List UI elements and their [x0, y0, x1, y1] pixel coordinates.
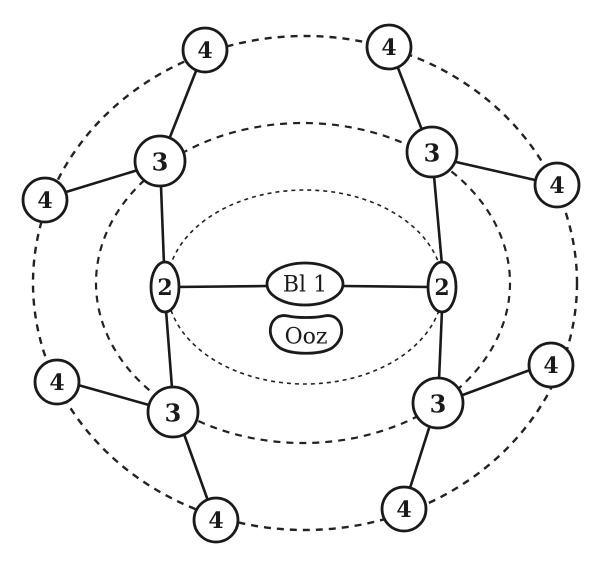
node-4-right-upper: 4: [533, 161, 581, 209]
edge-2R-3UR: [432, 174, 444, 267]
svg-text:4: 4: [197, 38, 212, 64]
node-2-left: 2: [149, 260, 181, 314]
svg-text:2: 2: [157, 275, 172, 301]
edge-2L-3UL: [159, 184, 166, 267]
edge-3LR-4RL: [458, 368, 532, 398]
edge-3LL-4BL: [182, 432, 209, 500]
center-node-bl: Bl 1: [265, 261, 345, 307]
svg-text:3: 3: [430, 390, 447, 419]
edge-2L-3LL: [164, 308, 174, 390]
svg-text:4: 4: [543, 353, 558, 379]
svg-text:4: 4: [549, 173, 564, 199]
svg-text:4: 4: [49, 370, 64, 396]
node-3-lower-right: 3: [411, 376, 465, 430]
svg-text:3: 3: [152, 148, 169, 177]
node-3-upper-left: 3: [133, 134, 187, 188]
node-4-right-lower: 4: [527, 341, 575, 389]
edge-3LR-4BR: [408, 423, 432, 490]
node-4-bottom-right: 4: [380, 485, 428, 533]
edge-2R-3LR: [437, 308, 444, 382]
svg-text:4: 4: [208, 508, 223, 534]
node-3-upper-right: 3: [405, 125, 459, 179]
svg-text:4: 4: [396, 497, 411, 523]
svg-text:4: 4: [37, 188, 52, 214]
edge-3UR-4RU: [454, 160, 537, 182]
svg-text:3: 3: [165, 399, 182, 428]
node-4-bottom-left: 4: [192, 496, 240, 544]
node-4-left-lower: 4: [33, 358, 81, 406]
edge-3LL-4LL: [76, 383, 151, 407]
node-4-left-upper: 4: [21, 176, 69, 224]
node-2-right: 2: [426, 260, 458, 314]
edge-3UR-4TR: [396, 66, 424, 132]
edge-center-2R: [340, 284, 432, 289]
svg-text:2: 2: [434, 275, 449, 301]
outer-ring: [31, 34, 579, 532]
center-bottom-label: Ooz: [285, 325, 328, 350]
middle-ring: [94, 121, 512, 445]
svg-text:4: 4: [381, 35, 396, 61]
edge-2L-center: [172, 284, 270, 289]
node-4-top-left: 4: [181, 26, 229, 74]
center-top-label: Bl 1: [283, 273, 327, 298]
node-4-top-right: 4: [365, 23, 413, 71]
center-node-ooz: Ooz: [269, 314, 343, 355]
edge-3UL-4TL: [168, 69, 198, 139]
edges: [64, 66, 537, 500]
node-3-lower-left: 3: [146, 385, 200, 439]
svg-text:3: 3: [424, 139, 441, 168]
edge-3UL-4LU: [64, 168, 140, 194]
